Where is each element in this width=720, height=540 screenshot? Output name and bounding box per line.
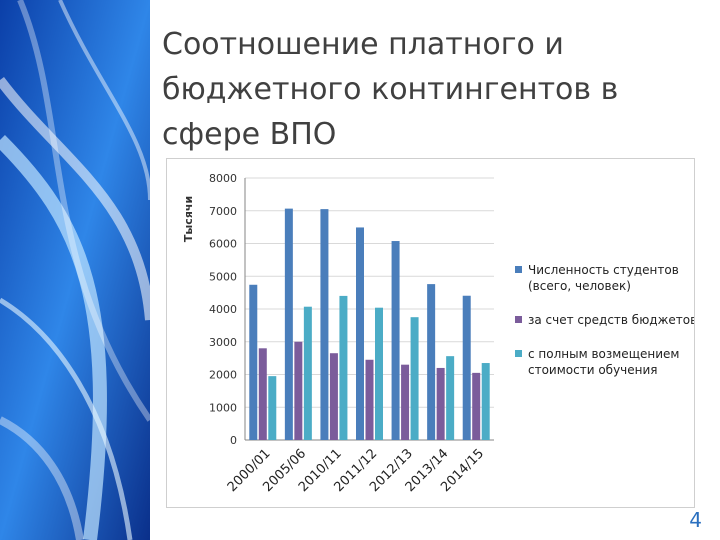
bar xyxy=(339,295,348,440)
bar xyxy=(401,364,410,440)
legend-swatch xyxy=(515,316,522,323)
bar xyxy=(375,307,383,440)
y-tick-label: 7000 xyxy=(209,205,237,218)
y-tick-label: 3000 xyxy=(209,336,237,349)
y-tick-label: 0 xyxy=(230,434,237,447)
legend-swatch xyxy=(515,350,522,357)
bar xyxy=(462,295,471,440)
y-tick-label: 2000 xyxy=(209,369,237,382)
legend-label: за счет средств бюджетов xyxy=(528,313,694,327)
bar xyxy=(391,241,400,440)
bar xyxy=(294,341,303,440)
chart-frame: 0 1000 2000 3000 4000 5000 6000 7000 8000 Тысячи 2… xyxy=(166,158,695,508)
bar-chart: 010002000300040005000600070008000Тысячи2… xyxy=(182,172,694,495)
bar xyxy=(258,348,267,440)
legend-label: с полным возмещением стоимости обучения xyxy=(528,347,679,377)
bar xyxy=(365,359,374,440)
bar xyxy=(481,363,490,440)
legend-label: Численность студентов (всего, человек) xyxy=(528,263,679,293)
y-tick-label: 4000 xyxy=(209,303,237,316)
y-tick-label: 5000 xyxy=(209,270,237,283)
y-axis-label: Тысячи xyxy=(182,196,195,242)
decorative-swirl-background xyxy=(0,0,150,540)
bar xyxy=(284,208,293,440)
bar xyxy=(249,284,258,440)
legend-swatch xyxy=(515,266,522,273)
y-tick-label: 1000 xyxy=(209,401,237,414)
bar xyxy=(303,306,312,440)
y-tick-label: 8000 xyxy=(209,172,237,185)
bar xyxy=(356,227,364,440)
bar xyxy=(436,367,445,440)
bar xyxy=(329,353,338,440)
bar xyxy=(410,317,419,440)
page-number: 4 xyxy=(689,508,702,532)
bar xyxy=(320,209,329,440)
bar xyxy=(472,372,481,440)
bar xyxy=(268,376,277,440)
y-tick-label: 6000 xyxy=(209,238,237,251)
bar xyxy=(446,356,455,440)
slide-title: Соотношение платного и бюджетного контин… xyxy=(162,27,619,152)
bar xyxy=(427,284,436,440)
